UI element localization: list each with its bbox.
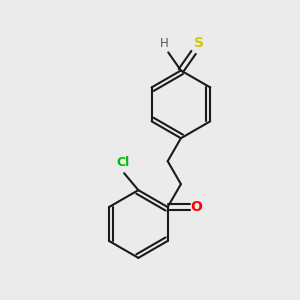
- Text: S: S: [194, 36, 204, 50]
- Text: Cl: Cl: [116, 156, 129, 169]
- Text: O: O: [190, 200, 202, 214]
- Text: H: H: [160, 37, 169, 50]
